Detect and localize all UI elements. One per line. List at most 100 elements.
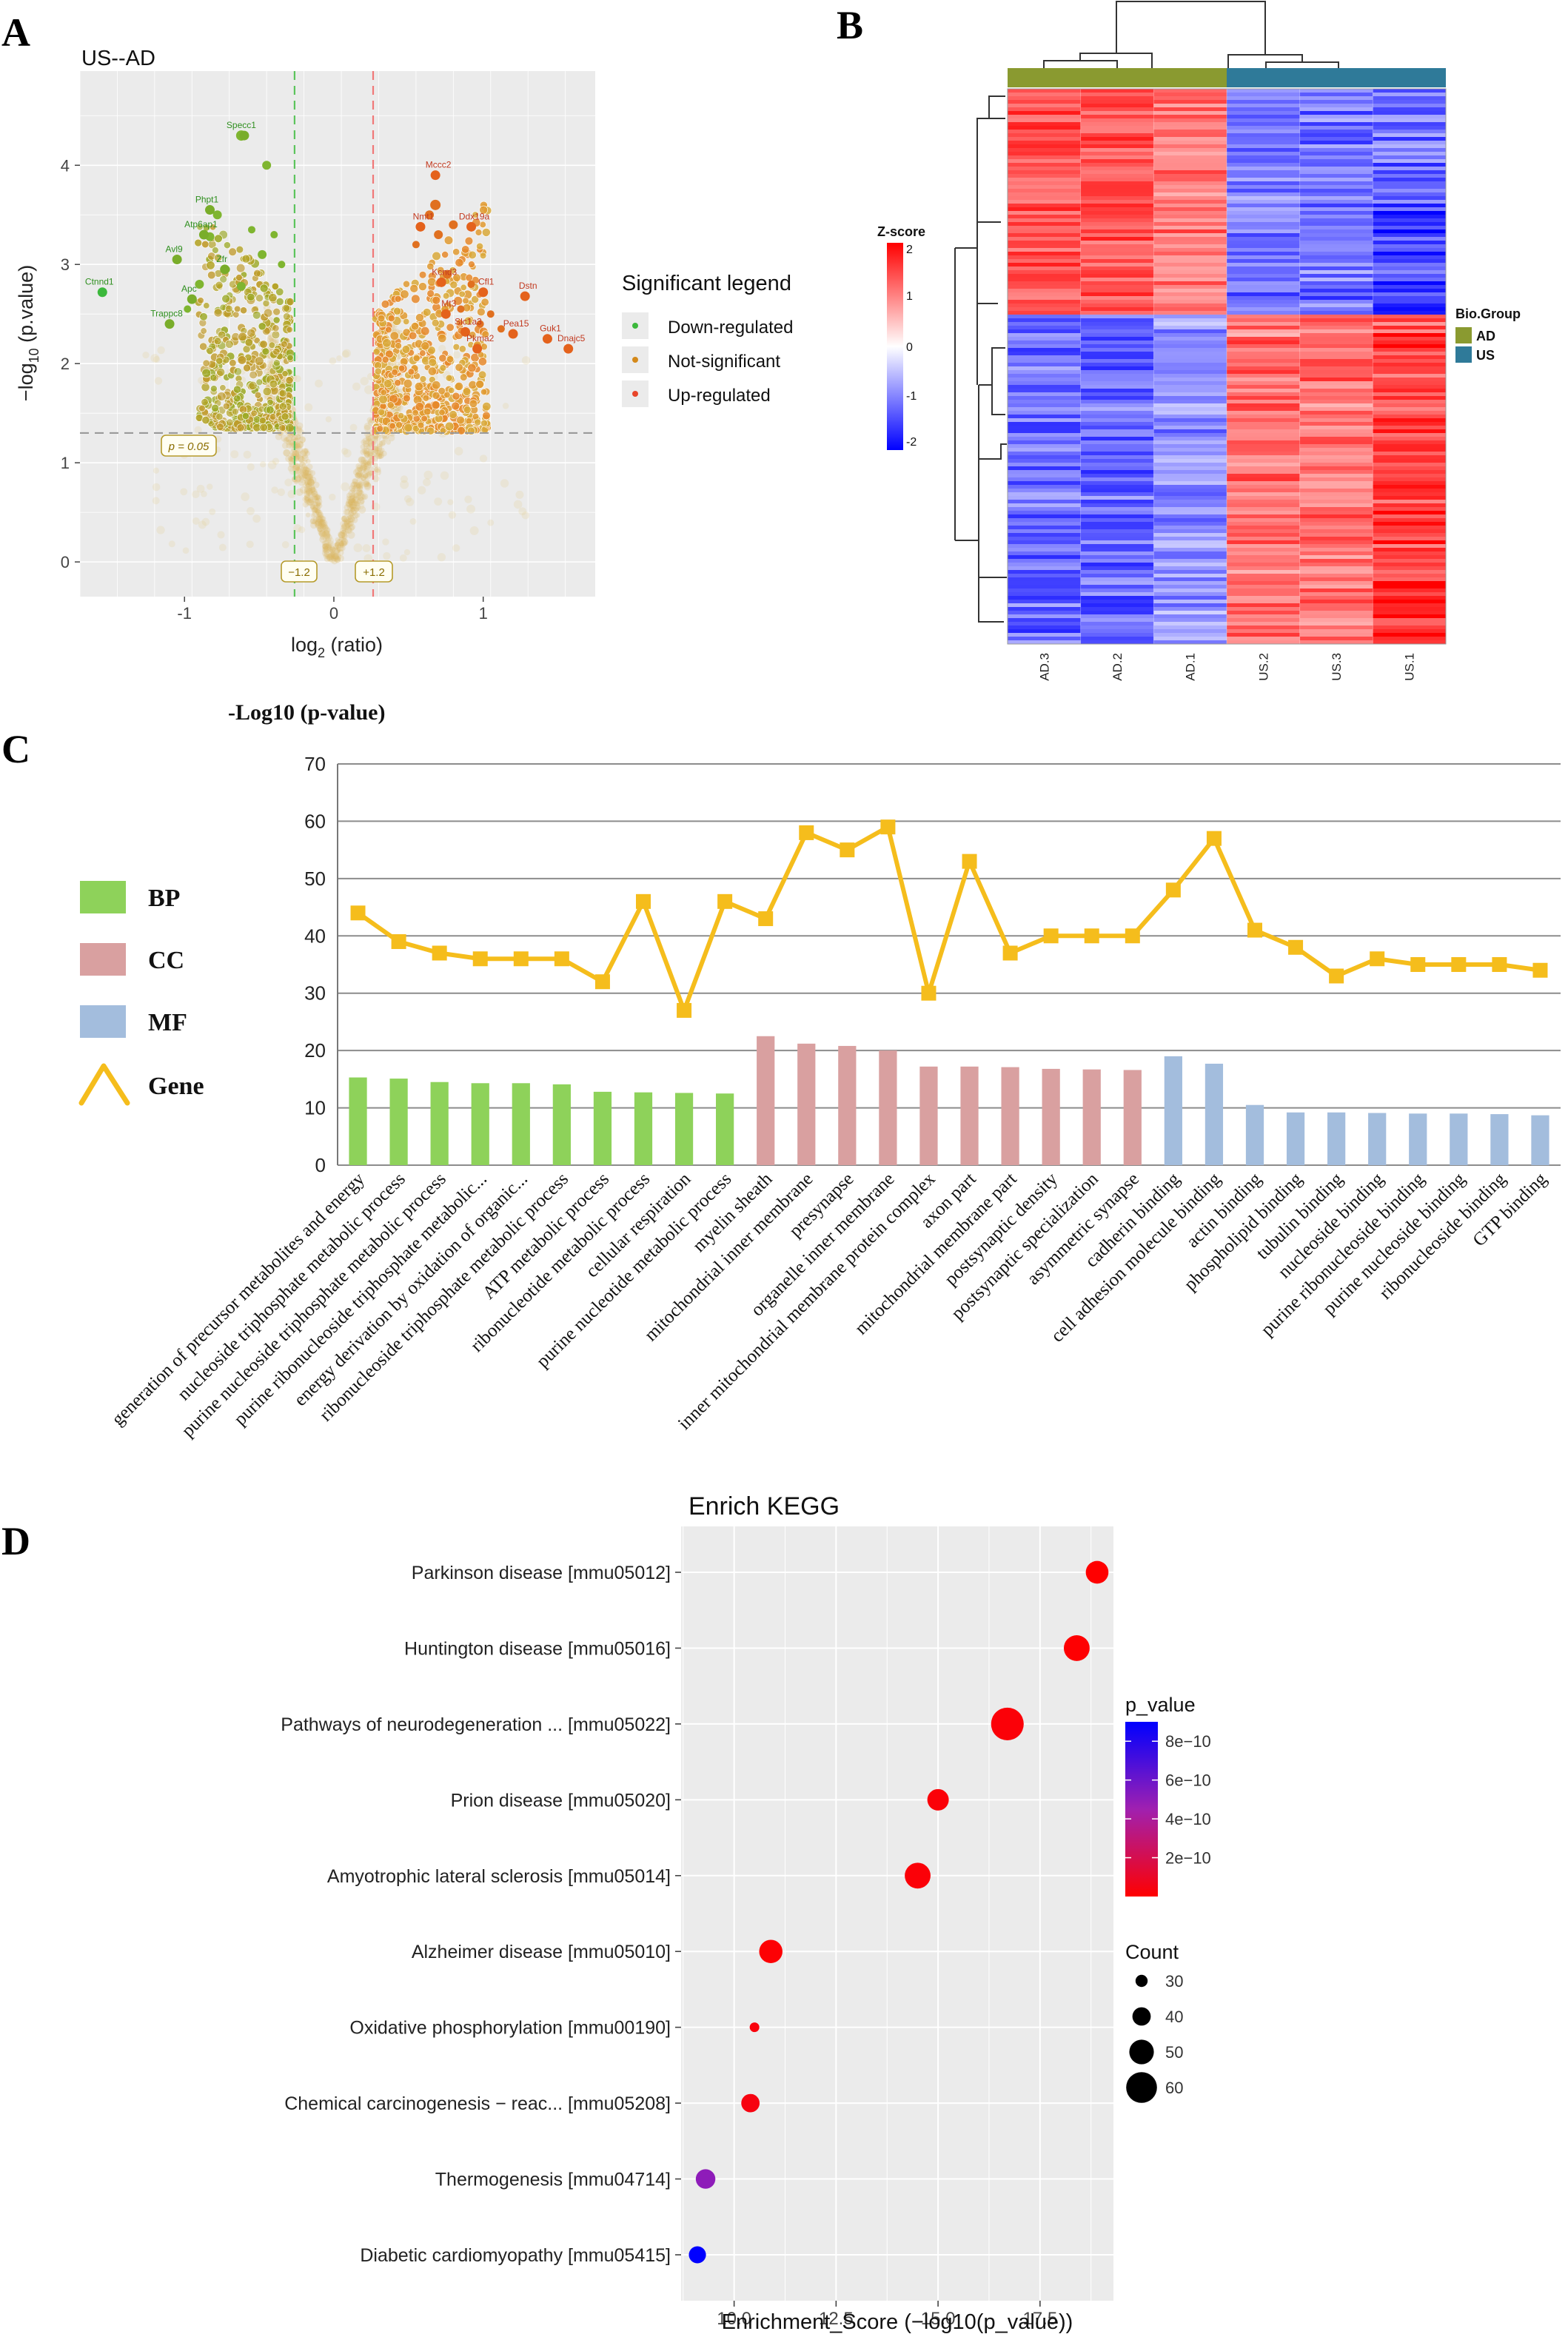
volcano-point-up-cluster: [452, 248, 460, 256]
volcano-point-up-cluster: [446, 323, 455, 332]
heatmap-cell: [1373, 389, 1447, 393]
heatmap-cell: [1080, 133, 1154, 138]
volcano-bg-point: [363, 447, 370, 454]
heatmap-cell: [1080, 611, 1154, 615]
volcano-bg-point: [337, 538, 343, 544]
zscore-legend-title: Z-score: [877, 224, 925, 239]
volcano-bg-point: [363, 483, 372, 491]
volcano-bg-point: [378, 452, 385, 459]
volcano-bg-point: [313, 495, 318, 501]
volcano-bg-point: [299, 486, 308, 494]
go-bar: [716, 1093, 734, 1165]
heatmap-cell: [1299, 489, 1373, 493]
volcano-point-down-cluster: [271, 330, 281, 340]
kegg-point: [695, 2169, 716, 2189]
volcano-bg-point: [487, 519, 495, 526]
heatmap-cell: [1373, 378, 1447, 382]
heatmap-cell: [1299, 163, 1373, 167]
heatmap-cell: [1153, 130, 1227, 134]
heatmap-cell: [1373, 326, 1447, 330]
volcano-bg-point: [294, 476, 301, 483]
volcano-bg-point: [287, 432, 293, 439]
heatmap-cell: [1227, 118, 1301, 123]
volcano-bg-point: [323, 546, 329, 552]
volcano-point-up-cluster: [377, 314, 386, 323]
heatmap-cell: [1227, 222, 1301, 227]
volcano-bg-point: [319, 523, 326, 531]
heatmap-cell: [1227, 366, 1301, 371]
heatmap-cell: [1008, 311, 1082, 315]
kegg-point: [1085, 1560, 1109, 1584]
heatmap-cell: [1080, 207, 1154, 212]
heatmap-cell: [1373, 300, 1447, 304]
heatmap-cell: [1299, 511, 1373, 515]
heatmap-cell: [1373, 218, 1447, 223]
kegg-point: [1063, 1635, 1090, 1661]
volcano-point-up-cluster: [439, 364, 447, 372]
volcano-bg-point: [307, 469, 313, 475]
heatmap-cell: [1080, 614, 1154, 619]
heatmap-cell: [1008, 440, 1082, 445]
volcano-bg-point: [325, 537, 335, 546]
heatmap-cell: [1008, 348, 1082, 352]
heatmap-cell: [1008, 215, 1082, 219]
volcano-bg-point: [152, 483, 161, 492]
volcano-bg-point: [284, 478, 292, 487]
heatmap-cell: [1080, 600, 1154, 604]
volcano-bg-point: [284, 436, 290, 443]
heatmap-cell: [1227, 392, 1301, 397]
heatmap-cell: [1373, 437, 1447, 441]
volcano-point-up-cluster: [407, 368, 415, 375]
heatmap-cell: [1080, 241, 1154, 245]
volcano-bg-point: [371, 446, 379, 454]
volcano-bg-point: [350, 506, 358, 514]
heatmap-cell: [1008, 607, 1082, 611]
heatmap-cell: [1008, 611, 1082, 615]
go-bar: [838, 1045, 857, 1165]
volcano-bg-point: [314, 520, 321, 527]
volcano-labeled-point: [563, 343, 574, 354]
volcano-bg-point: [295, 440, 304, 449]
heatmap-cell: [1299, 485, 1373, 489]
heatmap-cell: [1227, 333, 1301, 338]
volcano-labeled-point: [430, 170, 440, 181]
volcano-point-up-cluster: [475, 380, 484, 389]
volcano-point-up-cluster: [385, 326, 392, 334]
volcano-bg-point: [194, 426, 202, 434]
heatmap-cell: [1080, 289, 1154, 293]
volcano-point-down-cluster: [235, 264, 246, 273]
heatmap-cell: [1373, 170, 1447, 175]
sample-label: US.2: [1256, 653, 1270, 681]
volcano-bg-point: [302, 466, 309, 472]
volcano-bg-point: [340, 524, 347, 531]
volcano-bg-point: [298, 468, 304, 474]
volcano-bg-point: [267, 360, 273, 367]
volcano-bg-point: [363, 450, 369, 457]
heatmap-cell: [1008, 396, 1082, 400]
heatmap-cell: [1153, 637, 1227, 641]
volcano-bg-point: [363, 462, 372, 470]
heatmap-cell: [1008, 470, 1082, 474]
heatmap-cell: [1299, 344, 1373, 349]
kegg-color-bar: [1125, 1722, 1158, 1897]
volcano-point-down-cluster: [219, 384, 227, 392]
volcano-point-label: Ctnnd1: [85, 277, 114, 287]
heatmap-cell: [1373, 126, 1447, 130]
heatmap-cell: [1299, 496, 1373, 500]
heatmap-cell: [1008, 418, 1082, 423]
heatmap-cell: [1153, 429, 1227, 434]
go-legend-label-gene: Gene: [148, 1073, 204, 1100]
heatmap-cell: [1373, 333, 1447, 338]
volcano-bg-point: [403, 549, 411, 556]
heatmap-cell: [1373, 289, 1447, 293]
heatmap-cell: [1080, 444, 1154, 449]
heatmap-cell: [1008, 422, 1082, 426]
volcano-point-up-cluster: [395, 342, 402, 349]
heatmap-cell: [1299, 374, 1373, 378]
volcano-bg-point: [319, 535, 327, 543]
heatmap-cell: [1299, 600, 1373, 604]
go-gene-marker: [594, 974, 610, 990]
volcano-point-up-cluster: [417, 421, 425, 429]
panel-d-letter: D: [1, 1519, 30, 1563]
volcano-bg-point: [315, 497, 323, 506]
